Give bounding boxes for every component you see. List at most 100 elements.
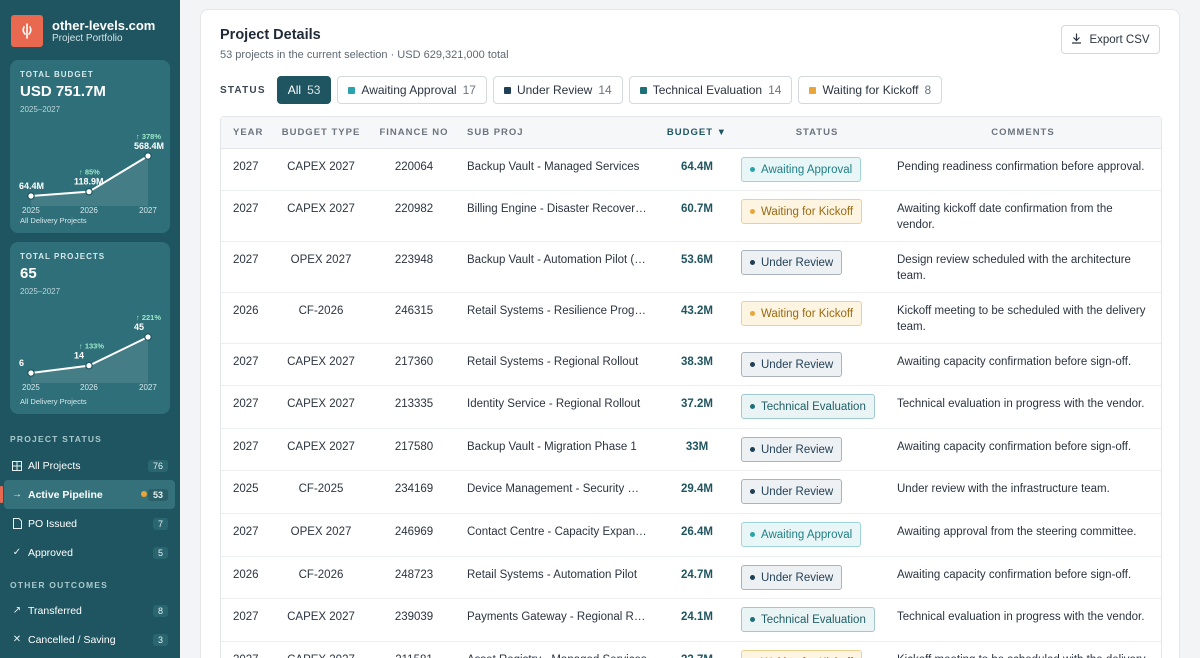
- color-swatch-icon: [639, 86, 647, 94]
- status-cell: Under Review: [737, 557, 897, 598]
- table-row[interactable]: 2027 CAPEX 2027 213335 Identity Service - R…: [221, 386, 1161, 429]
- table-row[interactable]: 2027 OPEX 2027 246969 Contact Centre - Capa…: [221, 514, 1161, 557]
- budget-type-cell: CF-2025: [298, 483, 344, 495]
- sub-proj-cell: Identity Service - Regional Rollout: [467, 398, 641, 410]
- table-row[interactable]: 2027 OPEX 2027 223948 Backup Vault - Automa…: [221, 242, 1161, 293]
- status-badge-label: Under Review: [761, 358, 834, 371]
- status-badge-label: Under Review: [761, 443, 834, 456]
- brand-name: other-levels.com: [52, 17, 156, 33]
- nav-po-issued[interactable]: PO Issued 7: [4, 509, 175, 538]
- sub-proj-cell: Billing Engine - Disaster Recovery Upgra…: [467, 203, 657, 215]
- col-year-header[interactable]: YEAR: [233, 127, 264, 138]
- status-dot-icon: [750, 532, 755, 537]
- budget-type-cell: CAPEX 2027: [271, 642, 371, 658]
- sparkline-x-tick: 2026: [80, 383, 98, 392]
- total-projects-value: 65: [20, 265, 37, 282]
- col-sub-proj-header[interactable]: SUB PROJ: [467, 127, 524, 138]
- year-cell: 2027: [233, 161, 259, 173]
- status-cell: Waiting for Kickoff: [737, 642, 897, 658]
- table-row[interactable]: 2027 CAPEX 2027 217580 Backup Vault - Migra…: [221, 429, 1161, 471]
- finance-no-cell: 223948: [394, 254, 434, 266]
- budget-type-cell: OPEX 2027: [290, 254, 352, 266]
- status-badge: Waiting for Kickoff: [741, 301, 863, 326]
- total-projects-card: TOTAL PROJECTS 65 2025–2027 6 2025 14 ↑ 133…: [10, 242, 170, 414]
- status-dot-icon: [750, 260, 755, 265]
- budget-type-cell: CAPEX 2027: [287, 611, 355, 623]
- sub-proj-cell: Contact Centre - Capacity Expansion: [467, 526, 657, 538]
- status-cell: Waiting for Kickoff: [737, 293, 897, 343]
- status-cell: Waiting for Kickoff: [737, 191, 897, 241]
- comment-cell: Pending readiness confirmation before ap…: [897, 161, 1145, 173]
- export-csv-button[interactable]: Export CSV: [1061, 25, 1160, 54]
- check-icon: ✓: [12, 547, 22, 558]
- sub-proj-cell: Asset Registry - Managed Services: [457, 642, 657, 658]
- table-row[interactable]: 2026 CF-2026 246315 Retail Systems - Resili…: [221, 293, 1161, 344]
- nav-transferred[interactable]: ↗ Transferred 8: [4, 596, 175, 625]
- status-badge: Waiting for Kickoff: [741, 650, 863, 658]
- budget-cell: 24.1M: [681, 611, 713, 623]
- filter-chip-awaiting-approval[interactable]: Awaiting Approval 17: [337, 76, 487, 104]
- status-filter-label: STATUS: [220, 84, 266, 96]
- filter-chip-under-review[interactable]: Under Review 14: [492, 76, 623, 104]
- status-dot-icon: [750, 362, 755, 367]
- col-status-header[interactable]: STATUS: [795, 127, 839, 138]
- table-row[interactable]: 2027 CAPEX 2027 217360 Retail Systems - Reg…: [221, 344, 1161, 386]
- status-badge-label: Technical Evaluation: [761, 400, 866, 413]
- comment-cell: Awaiting kickoff date confirmation from …: [897, 203, 1113, 231]
- nav-label: Approved: [28, 546, 73, 559]
- table-row[interactable]: 2027 CAPEX 2027 220982 Billing Engine - Dis…: [221, 191, 1161, 242]
- budget-type-cell: CAPEX 2027: [287, 356, 355, 368]
- finance-no-cell: 246315: [394, 305, 434, 317]
- nav-label: Cancelled / Saving: [28, 633, 116, 646]
- chip-label: Under Review: [516, 83, 593, 97]
- year-cell: 2025: [233, 483, 259, 495]
- status-cell: Under Review: [737, 242, 897, 292]
- status-badge-label: Awaiting Approval: [761, 528, 853, 541]
- sparkline-x-tick: 2027: [139, 206, 157, 215]
- color-swatch-icon: [348, 86, 356, 94]
- filter-chip-all[interactable]: All 53: [276, 76, 332, 104]
- chip-count: 53: [307, 83, 321, 97]
- status-badge-label: Technical Evaluation: [761, 613, 866, 626]
- x-icon: ✕: [12, 634, 22, 645]
- comment-cell: Awaiting approval from the steering comm…: [897, 526, 1137, 538]
- finance-no-cell: 217580: [394, 441, 434, 453]
- budget-type-cell: CAPEX 2027: [287, 203, 355, 215]
- status-dot-icon: [750, 575, 755, 580]
- col-comments-header[interactable]: COMMENTS: [991, 127, 1055, 138]
- projects-sparkline: 6 2025 14↑ 133% 2026 45↑ 221% 2027: [19, 313, 161, 392]
- chip-label: Awaiting Approval: [361, 83, 457, 97]
- table-row[interactable]: 2026 CF-2026 248723 Retail Systems - Automa…: [221, 557, 1161, 599]
- filter-chip-waiting-for-kickoff[interactable]: Waiting for Kickoff 8: [798, 76, 943, 104]
- page-title: Project Details: [220, 27, 321, 43]
- nav-active-pipeline[interactable]: → Active Pipeline 53: [0, 480, 175, 509]
- budget-cell: 33M: [685, 441, 709, 453]
- col-finance-no-header[interactable]: FINANCE NO: [379, 127, 449, 138]
- brand[interactable]: other-levels.com Project Portfolio: [0, 0, 180, 47]
- comment-cell: Design review scheduled with the archite…: [897, 254, 1131, 282]
- col-budget-header[interactable]: BUDGET ▼: [666, 127, 728, 138]
- nav-cancelled-saving[interactable]: ✕ Cancelled / Saving 3: [4, 625, 175, 654]
- comment-cell: Technical evaluation in progress with th…: [897, 611, 1145, 623]
- status-cell: Under Review: [737, 471, 897, 513]
- nav-count: 5: [152, 546, 168, 559]
- col-budget-type-header[interactable]: BUDGET TYPE: [281, 127, 361, 138]
- arrow-right-icon: →: [12, 489, 22, 500]
- projects-table: YEAR BUDGET TYPE FINANCE NO SUB PROJ BUD…: [220, 116, 1162, 658]
- table-row[interactable]: 2027 CAPEX 2027 239039 Payments Gateway - R…: [221, 599, 1161, 642]
- status-badge: Waiting for Kickoff: [741, 199, 863, 224]
- table-row[interactable]: 2027 CAPEX 2027 220064 Backup Vault - Manag…: [221, 149, 1161, 191]
- status-filter-bar: STATUS All 53 Awaiting Approval 17 Under…: [220, 76, 948, 104]
- logo-icon: [11, 15, 43, 47]
- status-dot-icon: [750, 311, 755, 316]
- status-badge-label: Waiting for Kickoff: [761, 205, 854, 218]
- budget-type-cell: CF-2026: [298, 305, 344, 317]
- document-icon: [11, 518, 23, 529]
- nav-approved[interactable]: ✓ Approved 5: [4, 538, 175, 567]
- sub-proj-cell: Retail Systems - Automation Pilot: [467, 569, 638, 581]
- table-row[interactable]: 2025 CF-2025 234169 Device Management - Sec…: [221, 471, 1161, 514]
- nav-all-projects[interactable]: All Projects 76: [4, 451, 175, 480]
- filter-chip-technical-evaluation[interactable]: Technical Evaluation 14: [628, 76, 793, 104]
- budget-sparkline: 64.4M 2025 118.9M↑ 85% 2026 568.4M↑ 378% 2027: [19, 132, 164, 215]
